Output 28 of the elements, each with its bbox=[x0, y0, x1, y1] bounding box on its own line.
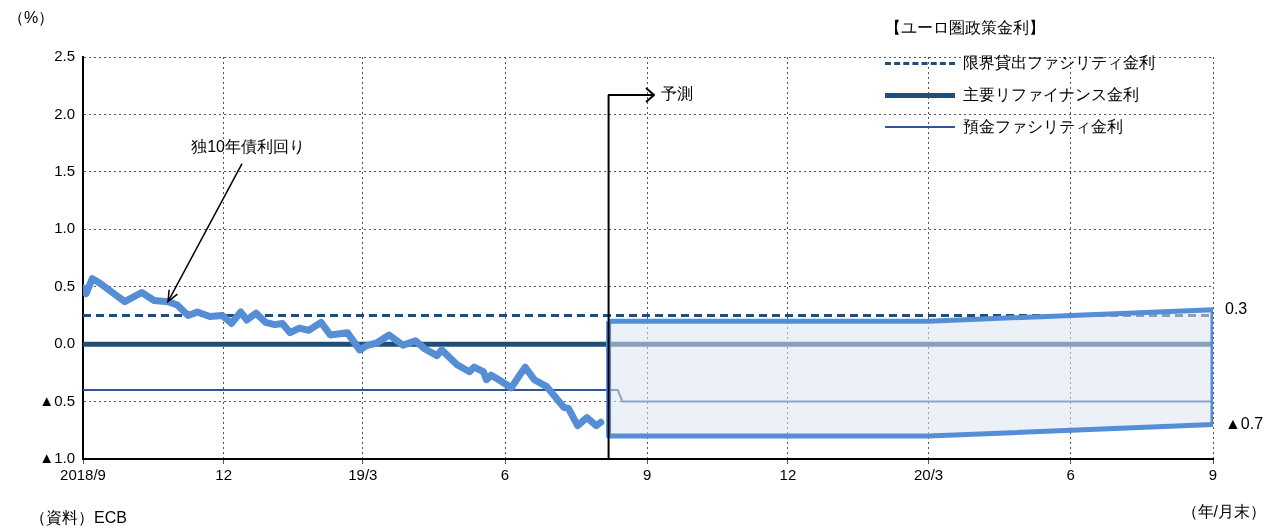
x-tick-label: 12 bbox=[779, 466, 797, 484]
y-tick-label: 0.5 bbox=[54, 276, 75, 294]
x-tick-label: 9 bbox=[643, 466, 652, 484]
y-tick-label: 0.0 bbox=[54, 334, 75, 352]
annotation: 0.3 bbox=[1225, 300, 1248, 318]
y-tick-label: 1.0 bbox=[54, 219, 75, 237]
y-axis-title: （%） bbox=[8, 8, 55, 28]
y-tick-label: ▲0.5 bbox=[39, 391, 75, 409]
text: （資料）ECB bbox=[30, 508, 127, 528]
annotation: 独10年債利回り bbox=[191, 138, 305, 156]
x-axis-title: （年/月末） bbox=[1181, 502, 1266, 522]
x-tick-label: 12 bbox=[215, 466, 233, 484]
y-tick-label: ▲1.0 bbox=[39, 449, 75, 467]
ref-line-label: 予測 bbox=[660, 85, 693, 103]
legend-label: 預金ファシリティ金利 bbox=[963, 116, 1123, 137]
y-tick-label: 2.5 bbox=[54, 47, 75, 65]
legend-label: 限界貸出ファシリティ金利 bbox=[963, 52, 1155, 73]
y-tick-label: 2.0 bbox=[54, 104, 75, 122]
x-tick-label: 19/3 bbox=[348, 466, 378, 484]
annotation: ▲0.7 bbox=[1225, 414, 1264, 432]
y-tick-label: 1.5 bbox=[54, 162, 75, 179]
x-tick-label: 9 bbox=[1208, 466, 1218, 484]
x-tick-label: 20/3 bbox=[913, 466, 944, 484]
x-tick-label: 2018/9 bbox=[60, 466, 106, 484]
x-tick-label: 6 bbox=[1066, 466, 1075, 484]
x-tick-label: 6 bbox=[500, 466, 510, 484]
legend-label: 主要リファイナンス金利 bbox=[963, 84, 1139, 105]
legend-title: 【ユーロ圏政策金利】 bbox=[885, 18, 1046, 38]
